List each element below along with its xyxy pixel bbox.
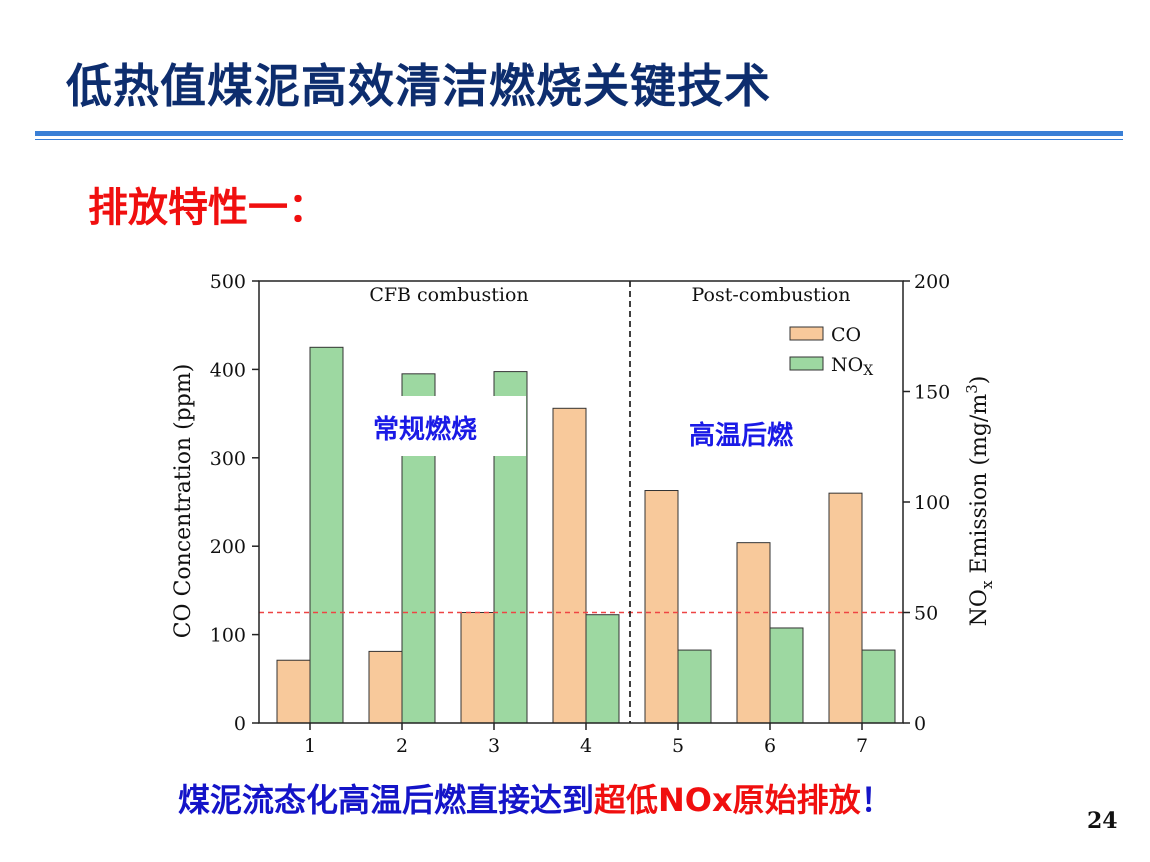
region-label-cfb: CFB combustion: [369, 284, 528, 306]
right-tick-label-0: 0: [914, 713, 926, 735]
legend-label-nox: NOX: [831, 354, 873, 379]
bar-nox-7: [861, 649, 896, 724]
bar-nox-6: [769, 627, 804, 724]
x-tick-label-1: 1: [304, 735, 316, 757]
x-tick-label-4: 4: [580, 735, 592, 757]
right-axis-ticks: 0 50 100 150 200: [903, 271, 950, 735]
left-tick-label-200: 200: [210, 536, 246, 558]
slide-title: 低热值煤泥高效清洁燃烧关键技术: [66, 59, 771, 113]
x-tick-label-6: 6: [764, 735, 776, 757]
left-tick-label-300: 300: [210, 448, 246, 470]
bar-nox-1: [309, 346, 344, 724]
x-tick-label-2: 2: [396, 735, 408, 757]
page-number: 24: [1087, 808, 1118, 834]
x-tick-label-5: 5: [672, 735, 684, 757]
conclusion-part-1: 煤泥流态化高温后燃直接达到: [178, 781, 595, 819]
bars-layer: [276, 346, 896, 724]
bar-co-5: [644, 490, 679, 724]
annotation-box-conventional: 常规燃烧: [349, 396, 526, 456]
title-divider-thin: [35, 139, 1123, 140]
legend-swatch-co: [789, 326, 824, 341]
left-tick-label-0: 0: [234, 713, 246, 735]
legend-swatch-nox: [789, 356, 824, 371]
x-axis-ticks: 1 2 3 4 5 6 7: [304, 723, 868, 757]
conclusion-highlight: 超低NOx原始排放: [594, 781, 861, 819]
bar-nox-4: [585, 614, 620, 724]
right-tick-label-100: 100: [914, 492, 950, 514]
x-tick-label-3: 3: [488, 735, 500, 757]
annotation-conventional-combustion: 常规燃烧: [373, 415, 477, 445]
bar-co-6: [736, 542, 771, 724]
plot-frame: [258, 280, 904, 724]
bar-co-4: [552, 407, 587, 724]
conclusion-part-3: ！: [860, 781, 893, 819]
title-divider-thick: [35, 131, 1123, 136]
bar-co-3: [460, 612, 495, 724]
right-tick-label-50: 50: [914, 603, 938, 625]
right-tick-label-200: 200: [914, 271, 950, 293]
section-heading: 排放特性一：: [88, 185, 328, 231]
legend: CO NOX: [789, 324, 873, 379]
legend-label-co: CO: [831, 324, 861, 346]
left-tick-label-100: 100: [210, 625, 246, 647]
left-tick-label-500: 500: [210, 271, 246, 293]
left-axis-label: CO Concentration (ppm): [171, 364, 196, 639]
bar-co-2: [368, 650, 403, 724]
annotation-post-combustion: 高温后燃: [689, 420, 794, 451]
left-tick-label-400: 400: [210, 359, 246, 381]
region-label-post: Post-combustion: [692, 284, 851, 306]
right-axis-label: NOx Emission (mg/m3): [963, 376, 996, 627]
bar-co-1: [276, 659, 311, 724]
x-tick-label-7: 7: [856, 735, 868, 757]
conclusion-statement: 煤泥流态化高温后燃直接达到超低NOx原始排放！: [178, 775, 893, 821]
bar-co-7: [828, 492, 863, 724]
bar-nox-5: [677, 649, 712, 724]
left-axis-ticks: 0 100 200 300 400 500: [210, 271, 259, 735]
right-tick-label-150: 150: [914, 382, 950, 404]
